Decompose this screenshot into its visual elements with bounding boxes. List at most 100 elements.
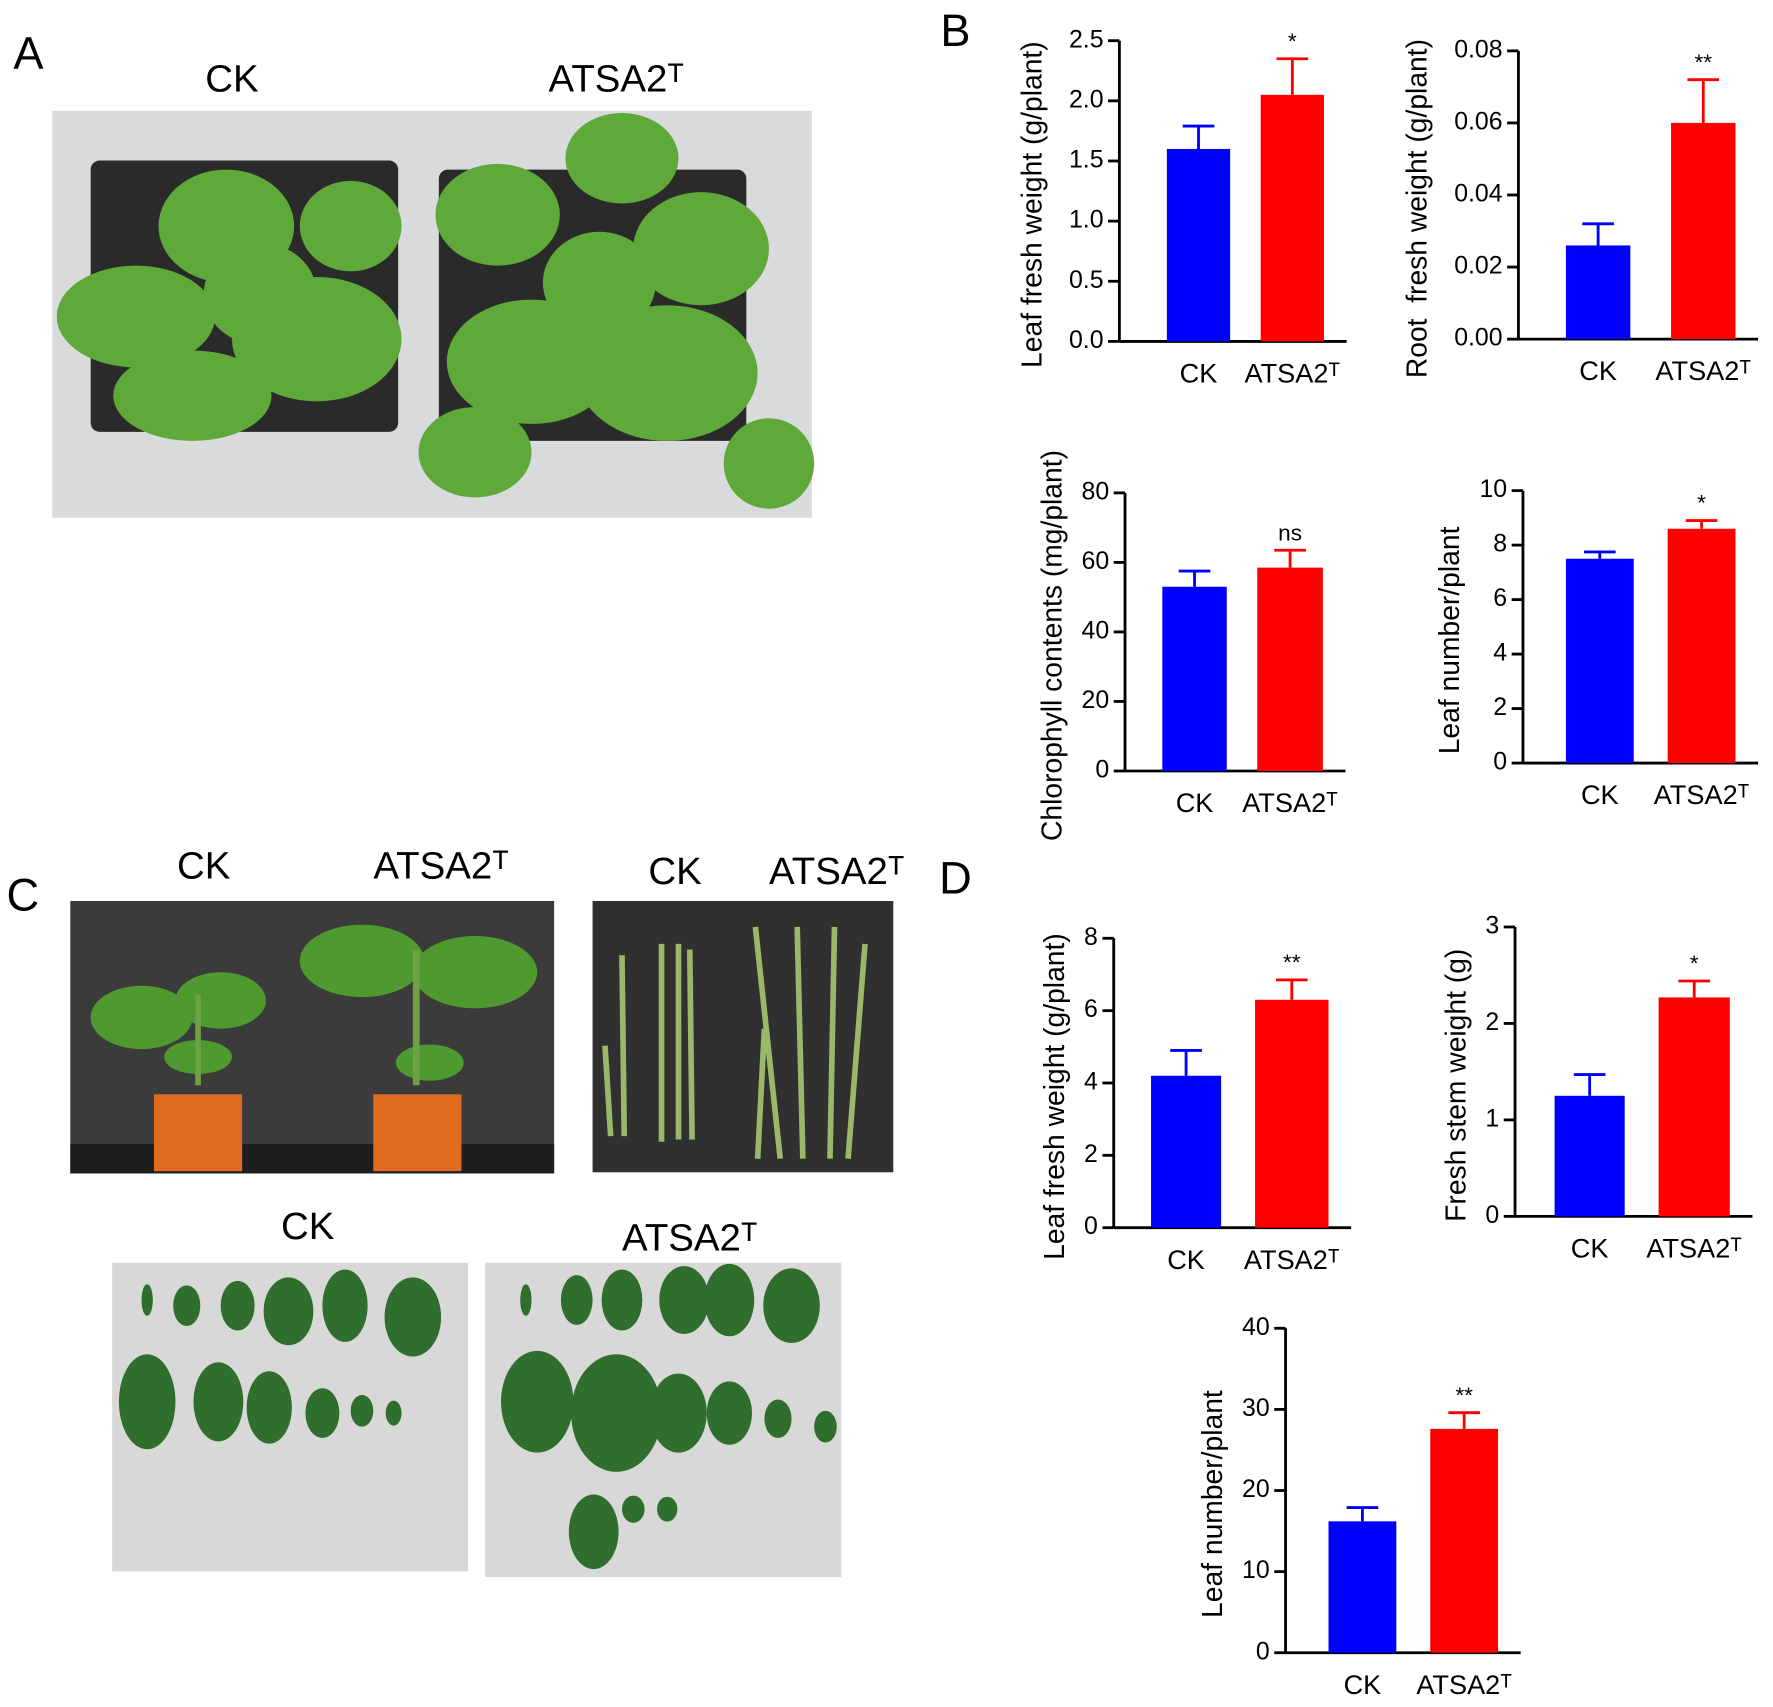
y-tick-label: 0.5 [1069, 266, 1104, 294]
error-bar [1178, 569, 1211, 587]
error-bar [1274, 548, 1306, 568]
bar [1671, 122, 1736, 340]
error-bar [1448, 1411, 1480, 1429]
y-tick-label: 40 [1082, 616, 1110, 644]
significance-label: * [1697, 491, 1706, 516]
x-tick-label: ATSA2ᵀ [1655, 355, 1751, 386]
y-axis-label: Leaf number/plant [1433, 526, 1465, 754]
y-tick-label: 0.0 [1069, 326, 1104, 354]
y-axis-label: Fresh stem weight (g) [1439, 949, 1471, 1222]
y-tick-label: 6 [1493, 584, 1507, 612]
photo-a [52, 110, 815, 518]
y-tick-label: 10 [1242, 1556, 1270, 1584]
y-tick-label: 0 [1493, 748, 1507, 776]
x-tick-label: ATSA2ᵀ [1654, 779, 1750, 810]
significance-label: ** [1694, 50, 1712, 75]
photo-label: CK [205, 58, 259, 101]
bar-chart: 0.0 0.5 1.0 1.5 2.0 2.5 Leaf fresh weight (g/p… [1015, 25, 1347, 388]
photo-c-plants [70, 900, 555, 1174]
error-bar [1170, 1049, 1202, 1076]
photo-label: ATSA2ᵀ [549, 58, 685, 101]
bar [1166, 148, 1231, 342]
bar [1162, 586, 1227, 771]
bar [1565, 245, 1631, 340]
x-tick-label: CK [1344, 1669, 1382, 1700]
bar [1667, 528, 1736, 764]
x-tick-label: ATSA2ᵀ [1244, 1244, 1340, 1275]
y-tick-label: 2.5 [1069, 25, 1104, 53]
y-tick-label: 0 [1485, 1201, 1499, 1229]
x-tick-label: ATSA2ᵀ [1416, 1669, 1512, 1700]
significance-label: * [1288, 29, 1297, 54]
bar [1151, 1075, 1222, 1228]
y-tick-label: 2 [1084, 1140, 1098, 1168]
x-tick-label: CK [1176, 787, 1214, 818]
error-bar [1573, 1073, 1606, 1096]
error-bar [1687, 78, 1720, 123]
panel-label: B [940, 5, 970, 56]
y-tick-label: 2.0 [1069, 85, 1104, 113]
y-tick-label: 80 [1082, 477, 1110, 505]
bar-chart: 0 2 4 6 8 10 Leaf number/plant CK ATSA2ᵀ * [1433, 475, 1759, 810]
bar [1430, 1428, 1499, 1653]
bar [1260, 94, 1324, 342]
y-tick-label: 10 [1479, 475, 1507, 503]
y-tick-label: 8 [1493, 530, 1507, 558]
y-tick-label: 1.5 [1069, 146, 1104, 174]
y-tick-label: 40 [1242, 1313, 1270, 1341]
significance-label: ** [1283, 950, 1301, 975]
y-tick-label: 8 [1084, 923, 1098, 951]
y-tick-label: 0.04 [1454, 180, 1503, 208]
y-tick-label: 0 [1256, 1637, 1270, 1665]
bar-chart: 0 2 4 6 8 Leaf fresh weight (g/plant) CK ATSA2ᵀ… [1038, 923, 1352, 1275]
y-tick-label: 0.06 [1454, 108, 1502, 136]
photo-label: CK [648, 850, 702, 893]
bar-chart: 0 20 40 60 80 Chlorophyll contents (mg/plant)… [1035, 450, 1346, 841]
x-tick-label: CK [1571, 1232, 1609, 1263]
y-tick-label: 20 [1082, 686, 1110, 714]
bar-chart: 0.00 0.02 0.04 0.06 0.08 Root fresh weight (g… [1400, 35, 1759, 386]
photo-label: CK [281, 1205, 335, 1248]
y-tick-label: 3 [1485, 912, 1499, 940]
y-tick-label: 60 [1082, 547, 1110, 575]
bar-chart: 0 1 2 3 Fresh stem weight (g) CK ATSA2ᵀ * [1439, 912, 1753, 1263]
x-tick-label: CK [1581, 779, 1619, 810]
y-tick-label: 0 [1084, 1212, 1098, 1240]
y-tick-label: 0.00 [1454, 324, 1502, 352]
y-axis-label: Leaf number/plant [1196, 1390, 1228, 1618]
error-bar [1678, 979, 1711, 998]
y-axis-label: Leaf fresh weight (g/plant) [1015, 41, 1047, 368]
y-tick-label: 0.02 [1454, 252, 1502, 280]
photo-label: ATSA2ᵀ [769, 850, 904, 893]
bar [1658, 997, 1730, 1217]
x-tick-label: CK [1579, 355, 1617, 386]
y-tick-label: 4 [1493, 639, 1507, 667]
y-tick-label: 1.0 [1069, 206, 1104, 234]
y-tick-label: 1 [1485, 1104, 1499, 1132]
x-tick-label: ATSA2ᵀ [1242, 787, 1338, 818]
error-bar [1276, 57, 1309, 95]
photo-label: ATSA2ᵀ [622, 1216, 757, 1259]
photo-c-stems [592, 900, 894, 1173]
bar [1255, 999, 1329, 1228]
y-axis-label: Root fresh weight (g/plant) [1400, 39, 1432, 378]
bar-chart: 0 10 20 30 40 Leaf number/plant CK ATSA2ᵀ ** [1196, 1313, 1521, 1700]
y-tick-label: 2 [1493, 693, 1507, 721]
bar [1554, 1095, 1625, 1217]
panel-label: C [6, 870, 39, 921]
photo-label: CK [177, 844, 231, 887]
x-tick-label: ATSA2ᵀ [1245, 357, 1341, 388]
error-bar [1685, 519, 1718, 529]
panel-label: A [13, 27, 44, 78]
bar [1328, 1521, 1397, 1653]
y-tick-label: 6 [1084, 995, 1098, 1023]
photo-label: ATSA2ᵀ [373, 844, 509, 887]
significance-label: ns [1278, 520, 1302, 545]
y-tick-label: 0 [1095, 756, 1109, 784]
x-tick-label: ATSA2ᵀ [1646, 1232, 1742, 1263]
error-bar [1346, 1506, 1379, 1522]
significance-label: ** [1455, 1383, 1473, 1408]
y-tick-label: 4 [1084, 1068, 1098, 1096]
